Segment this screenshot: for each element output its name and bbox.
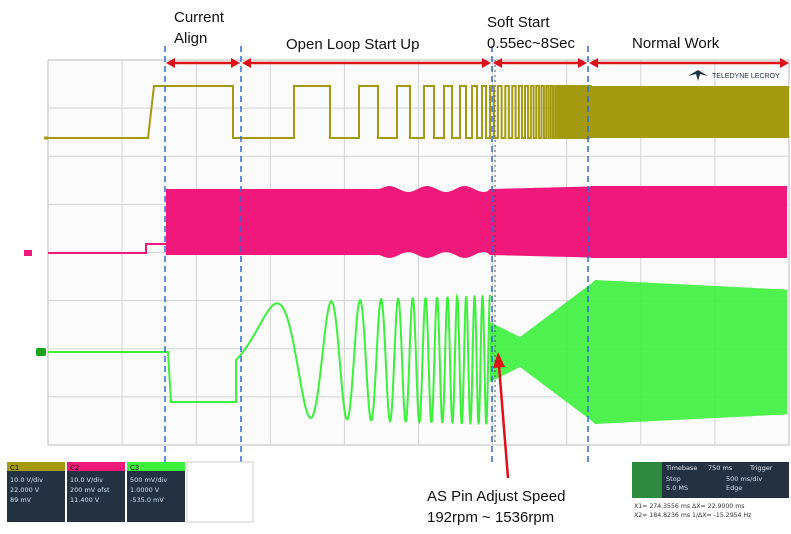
channel-name-C1: C1 [10,464,19,472]
as-arrow-head [493,352,505,368]
ch2-pwm-band [166,186,787,258]
soft-start-label: Soft Start 0.55ec~8Sec [487,12,575,54]
ch3-ground-marker [36,348,46,356]
measurement-panels: C1 10.0 V/div 22.000 V 89 mV C2 10.0 V/div 200… [7,461,789,523]
ch1-dense-fill [590,86,789,138]
ch2-trace [48,243,166,254]
as-pin-line1: AS Pin Adjust Speed [427,488,566,505]
as-pin-line2: 192rpm ~ 1536rpm [427,509,555,526]
timebase-line-3: Edge [726,484,742,492]
channel-panel-header-C1 [7,462,65,471]
timebase-line-0: Stop [666,475,681,483]
logo-text: TELEDYNE LECROY [712,73,780,80]
normal-work-label: Normal Work [632,35,720,52]
channel-name-C3: C3 [130,464,139,472]
as-pin-arrow [493,352,510,479]
timebase-header-1: 750 ms [708,464,733,472]
timebase-line-1: 500 ms/div [726,475,762,483]
as-arrow-shaft [497,365,510,479]
channel-panel-C3 [127,462,185,522]
ch3-dense-band [490,280,787,424]
channel-value-C2-0: 10.0 V/div [70,476,103,484]
channel-value-C2-2: 11.400 V [70,496,100,504]
ch1-trace [48,85,592,139]
timebase-line-2: 5.0 MS [666,484,688,492]
ch3-trace [48,293,491,425]
channel-panel-C1 [7,462,65,522]
teledyne-logo-icon [688,70,708,81]
cursor-readout-line-1: X2= 184.8236 ms 1/ΔX= -15.2954 Hz [634,512,751,519]
current-align-arrow-head-right [231,58,240,68]
empty-panel [186,461,254,523]
channel-value-C3-2: -535.0 mV [130,496,164,504]
channel-value-C3-1: 1.0000 V [130,486,160,494]
current-align-line2: Align [174,30,208,47]
channel-value-C3-0: 500 mV/div [130,476,167,484]
current-align-line1: Current [174,9,225,26]
cursor-readout-panel [632,499,789,523]
channel-value-C1-0: 10.0 V/div [10,476,43,484]
channel-panel-header-C3 [127,462,185,471]
open-loop-arrow-head-right [482,58,491,68]
current-align-arrow-head-left [166,58,175,68]
channel-value-C1-1: 22.000 V [10,486,40,494]
soft-start-arrow-head-right [578,58,587,68]
timebase-panel-badge [632,462,662,498]
ch2-ground-marker [24,250,32,256]
open-loop-label: Open Loop Start Up [286,36,420,53]
cursor-readout-line-0: X1= 274.3556 ms ΔX= 22.9000 ms [634,503,744,510]
as-pin-label: AS Pin Adjust Speed 192rpm ~ 1536rpm [427,486,565,528]
timebase-header-0: Timebase [665,464,697,472]
phase-boundary-markers [164,46,589,462]
normal-work-arrow-head-right [780,58,789,68]
channel-panel-C2 [67,462,125,522]
timebase-header-2: Trigger [749,464,773,472]
soft-start-arrow-head-left [493,58,502,68]
channel-name-C2: C2 [70,464,79,472]
channel-panel-header-C2 [67,462,125,471]
phase-range-arrows [166,58,789,68]
soft-start-line2: 0.55ec~8Sec [487,35,575,52]
normal-work-arrow-head-left [589,58,598,68]
teledyne-lecroy-logo: TELEDYNE LECROY [688,70,780,81]
channel-value-C2-1: 200 mV ofst [70,486,110,494]
channel-value-C1-2: 89 mV [10,496,32,504]
current-align-label: Current Align [174,7,224,49]
soft-start-line1: Soft Start [487,14,550,31]
scope-waveforms [24,85,789,425]
open-loop-arrow-head-left [242,58,251,68]
